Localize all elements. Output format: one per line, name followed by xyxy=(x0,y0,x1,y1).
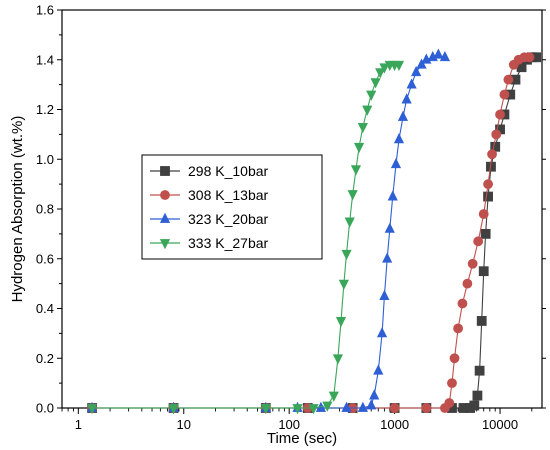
data-point xyxy=(308,404,319,415)
x-tick-label: 100 xyxy=(278,417,300,432)
data-point xyxy=(476,316,487,326)
data-point xyxy=(397,110,409,121)
data-point xyxy=(379,63,390,74)
y-tick-label: 0.0 xyxy=(36,401,54,416)
data-point xyxy=(478,209,489,219)
x-axis-title: Time (sec) xyxy=(267,430,337,447)
data-point xyxy=(393,133,405,144)
data-point xyxy=(382,252,393,263)
x-tick-label: 1000 xyxy=(380,417,409,432)
series-4 xyxy=(86,60,405,415)
data-point xyxy=(373,364,384,375)
legend-label: 323 K_20bar xyxy=(188,211,269,227)
y-tick-label: 0.2 xyxy=(36,351,54,366)
data-point xyxy=(338,279,349,290)
data-point xyxy=(366,90,377,101)
data-point xyxy=(499,89,510,100)
data-point xyxy=(366,399,377,410)
data-point xyxy=(491,129,502,140)
data-point xyxy=(322,401,333,412)
data-point xyxy=(453,323,463,334)
legend: 298 K_10bar 308 K_13bar 323 K_20bar 333 K_2… xyxy=(141,154,323,260)
data-point xyxy=(341,249,352,261)
data-point xyxy=(411,65,422,77)
data-point xyxy=(487,149,497,160)
data-point xyxy=(469,400,480,411)
data-point xyxy=(478,266,489,277)
legend-entry: 308 K_13bar xyxy=(150,187,269,203)
data-point xyxy=(433,48,444,59)
data-point xyxy=(328,391,339,402)
legend-marker xyxy=(160,190,170,200)
data-point xyxy=(350,165,362,176)
data-point xyxy=(357,401,368,412)
data-point xyxy=(483,191,493,202)
legend-label: 308 K_13bar xyxy=(188,187,269,203)
legend-marker xyxy=(159,212,171,223)
y-tick-label: 0.6 xyxy=(36,251,54,266)
data-point xyxy=(344,217,355,228)
data-point xyxy=(341,401,352,412)
legend-entry: 323 K_20bar xyxy=(150,211,269,227)
data-point xyxy=(462,278,473,289)
data-point xyxy=(524,52,535,63)
data-point xyxy=(421,403,432,413)
data-point xyxy=(384,222,395,233)
data-point xyxy=(357,123,368,134)
y-tick-label: 1.4 xyxy=(36,52,54,67)
data-point xyxy=(472,390,483,401)
y-tick-label: 0.8 xyxy=(36,202,54,217)
y-tick-label: 1.2 xyxy=(36,102,54,117)
data-point xyxy=(480,228,491,239)
legend-marker xyxy=(160,166,170,176)
data-point xyxy=(375,68,386,79)
data-point xyxy=(474,365,485,376)
data-point xyxy=(444,398,455,408)
data-point xyxy=(393,60,405,71)
data-point xyxy=(369,389,380,400)
data-point xyxy=(449,353,460,364)
data-point xyxy=(370,78,381,89)
data-point xyxy=(483,179,493,190)
data-point xyxy=(447,378,457,389)
data-point xyxy=(347,190,358,201)
data-point xyxy=(335,317,347,328)
x-tick-label: 1 xyxy=(75,417,82,432)
data-point xyxy=(292,404,303,415)
data-point xyxy=(332,354,344,365)
data-point xyxy=(379,289,390,300)
data-point xyxy=(401,93,412,104)
y-axis-title: Hydrogen Absorption (wt.%) xyxy=(9,116,26,303)
data-point xyxy=(416,58,427,69)
data-point xyxy=(439,50,451,62)
data-point xyxy=(473,236,484,247)
data-point xyxy=(260,404,271,415)
legend-label: 298 K_10bar xyxy=(188,163,269,179)
data-point xyxy=(406,78,417,89)
legend-entry: 333 K_27bar xyxy=(150,235,269,251)
series-layer xyxy=(86,48,542,415)
legend-label: 333 K_27bar xyxy=(188,235,269,251)
legend-box xyxy=(141,154,323,260)
y-tick-label: 0.4 xyxy=(36,301,54,316)
data-point xyxy=(353,142,365,154)
data-point xyxy=(387,190,398,201)
y-tick-label: 1.0 xyxy=(36,152,54,167)
data-point xyxy=(86,404,98,415)
data-point xyxy=(376,327,388,338)
y-tick-label: 1.6 xyxy=(36,3,54,18)
x-tick-label: 10000 xyxy=(482,417,518,432)
data-point xyxy=(495,109,505,120)
legend-entry: 298 K_10bar xyxy=(150,163,269,179)
data-point xyxy=(168,404,179,415)
data-point xyxy=(503,74,514,85)
legend-marker xyxy=(159,239,171,250)
data-point xyxy=(467,258,478,269)
data-point xyxy=(389,403,400,413)
data-point xyxy=(390,157,402,169)
data-point xyxy=(362,105,373,116)
data-point xyxy=(457,298,468,309)
x-tick-label: 10 xyxy=(177,417,191,432)
